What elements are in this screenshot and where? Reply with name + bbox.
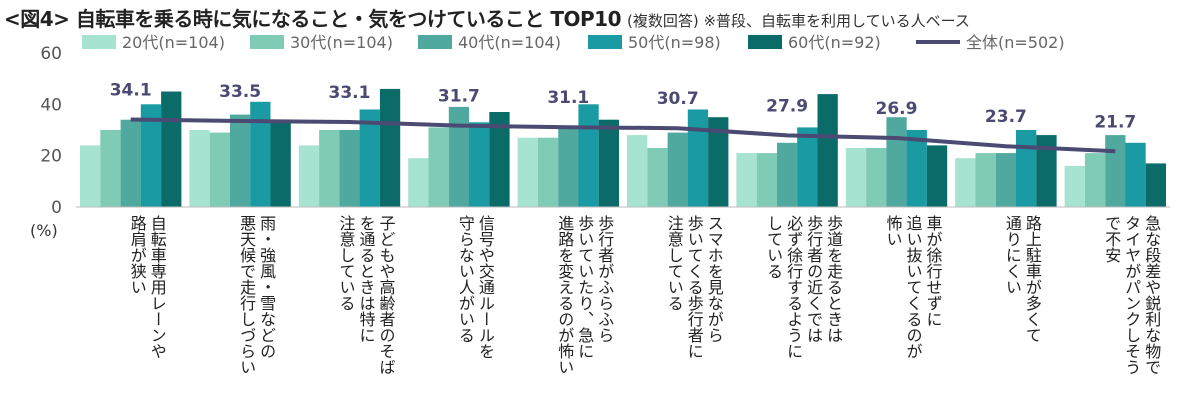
bar (627, 135, 648, 207)
bar (379, 88, 401, 207)
bar (339, 130, 360, 207)
bar (995, 153, 1017, 207)
legend-swatch (250, 35, 284, 49)
bar (270, 119, 291, 207)
bar (408, 158, 429, 207)
bar (1036, 135, 1057, 207)
overall-data-label: 23.7 (985, 107, 1027, 127)
bar (955, 158, 976, 207)
bar (1084, 153, 1106, 207)
bar (926, 145, 948, 207)
bar (250, 101, 271, 207)
bar (886, 117, 907, 207)
bar (537, 137, 559, 207)
overall-data-label: 31.7 (438, 87, 480, 107)
y-tick-label: 20 (40, 147, 62, 167)
overall-data-label: 21.7 (1094, 112, 1136, 132)
bar (756, 153, 777, 207)
bar (845, 148, 867, 207)
bar (687, 109, 709, 207)
bar (817, 94, 838, 207)
bar (100, 130, 121, 207)
x-category-label: 信号や交通ルールを 守らない人がいる (455, 215, 495, 359)
overall-data-label: 34.1 (110, 81, 152, 101)
y-axis-unit: (%) (30, 221, 58, 240)
bar (598, 119, 619, 207)
bar (906, 130, 927, 207)
bar (797, 127, 818, 207)
legend-label: 40代(n=104) (458, 33, 561, 52)
legend-label: 全体(n=502) (966, 33, 1065, 52)
bar (647, 148, 668, 207)
bar (448, 106, 470, 207)
bar (230, 114, 251, 207)
x-category-label: 歩道を走るときは 歩行者の近くでは 必ず徐行するように している (764, 215, 844, 359)
legend-swatch (588, 35, 622, 49)
x-category-label: 車が徐行せずに 追い抜いてくるのが 怖い (883, 215, 943, 359)
overall-data-label: 33.5 (219, 82, 261, 102)
y-tick-label: 0 (51, 198, 62, 218)
x-category-label: 急な段差や鋭利な物で タイヤがパンクしそう で不安 (1102, 215, 1162, 375)
bar (736, 153, 757, 207)
overall-data-label: 27.9 (766, 96, 808, 116)
bar (777, 142, 798, 207)
legend: 20代(n=104) 30代(n=104) 40代(n=104) 50代(n=98) 6… (82, 33, 1065, 52)
overall-line (130, 117, 1116, 154)
bar (189, 130, 210, 207)
bar (1105, 135, 1126, 207)
bar (667, 132, 688, 207)
x-category-label: 自転車専用レーンや 路肩が狭い (127, 215, 167, 359)
bar (319, 130, 340, 207)
bar (209, 132, 230, 207)
bar (1125, 142, 1146, 207)
x-category-label: 歩行者がふらふら 歩いていたり、急に 進路を変えるのが怖い (555, 215, 615, 375)
x-category-label: スマホを見ながら 歩いてくる歩行者に 注意している (664, 215, 724, 359)
bar (359, 109, 380, 207)
bar (1016, 130, 1037, 207)
legend-swatch (418, 35, 452, 49)
legend-label: 20代(n=104) (122, 33, 225, 52)
x-category-label: 子どもや高齢者のそば を通るときは特に 注意している (336, 215, 396, 375)
bar (578, 104, 599, 207)
x-category-label: 雨・強風・雪などの 悪天候で走行しづらい (237, 215, 277, 375)
legend-swatch (82, 35, 116, 49)
overall-data-label: 33.1 (329, 83, 371, 103)
bar (1064, 165, 1085, 207)
title-row: <図4> 自転車を乗る時に気になること・気をつけていること TOP10 (複数回答… (4, 3, 970, 33)
bar (161, 91, 182, 207)
bar (80, 145, 101, 207)
bar (517, 137, 538, 207)
x-category-label: 路上駐車が多くて 通りにくい (1002, 215, 1042, 343)
overall-data-label: 30.7 (657, 89, 699, 109)
bar (708, 117, 729, 207)
bar (1145, 163, 1166, 207)
bar (866, 148, 887, 207)
bar (469, 122, 490, 207)
legend-label: 60代(n=92) (788, 33, 881, 52)
bar (558, 127, 579, 207)
y-tick-label: 40 (40, 95, 62, 115)
legend-label: 50代(n=98) (628, 33, 721, 52)
bar (975, 153, 996, 207)
overall-data-label: 31.1 (547, 88, 589, 108)
y-tick-label: 60 (40, 44, 62, 64)
chart-subtitle: (複数回答) ※普段、自転車を利用している人ベース (627, 12, 970, 30)
bar (298, 145, 320, 207)
bar (140, 104, 162, 207)
legend-label: 30代(n=104) (290, 33, 393, 52)
bar (120, 119, 141, 207)
legend-swatch (748, 35, 782, 49)
chart-title: <図4> 自転車を乗る時に気になること・気をつけていること TOP10 (4, 7, 622, 31)
overall-data-label: 26.9 (876, 99, 918, 119)
bar (489, 112, 510, 207)
bar (428, 127, 449, 207)
